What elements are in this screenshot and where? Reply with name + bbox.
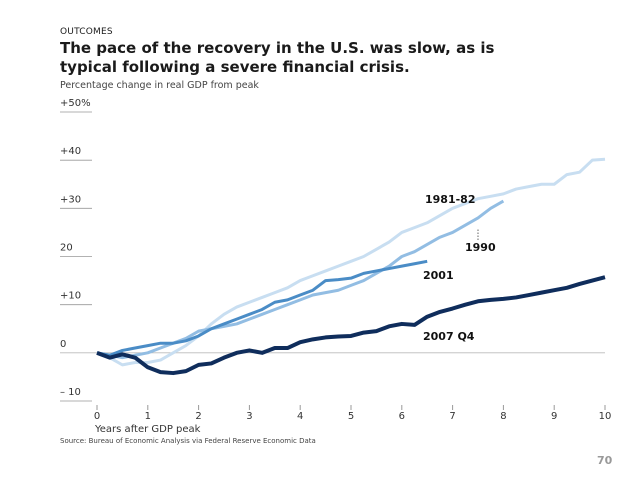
x-tick-label: 0 <box>94 411 100 422</box>
x-tick-label: 3 <box>246 411 252 422</box>
y-tick-label: +40 <box>60 146 81 157</box>
y-tick-label: +50% <box>60 98 91 109</box>
series-label: 1990 <box>465 241 496 254</box>
series-line <box>96 275 606 376</box>
x-tick-label: 8 <box>500 411 506 422</box>
x-tick-label: 4 <box>297 411 303 422</box>
series-line <box>96 157 606 367</box>
chart-title: The pace of the recovery in the U.S. was… <box>60 39 495 76</box>
x-tick-label: 1 <box>145 411 151 422</box>
series-line <box>96 199 505 360</box>
series-label: 2001 <box>423 269 454 282</box>
x-tick-label: 2 <box>195 411 201 422</box>
page-number: 70 <box>597 454 613 467</box>
y-tick-label: +30 <box>60 194 81 205</box>
eyebrow: OUTCOMES <box>60 27 113 37</box>
source: Source: Bureau of Economic Analysis via … <box>60 437 316 445</box>
x-axis-label: Years after GDP peak <box>94 424 201 435</box>
series-line <box>96 259 428 357</box>
series-label: 2007 Q4 <box>423 330 475 343</box>
y-tick-label: – 10 <box>60 387 81 398</box>
x-tick-label: 10 <box>599 411 612 422</box>
y-tick-label: +10 <box>60 291 81 302</box>
y-tick-label: 20 <box>60 243 73 254</box>
x-tick-label: 9 <box>551 411 557 422</box>
y-tick-label: 0 <box>60 339 66 350</box>
subtitle: Percentage change in real GDP from peak <box>60 80 259 91</box>
x-tick-label: 5 <box>348 411 354 422</box>
x-tick-label: 6 <box>399 411 405 422</box>
series-label: 1981-82 <box>425 193 476 206</box>
x-tick-label: 7 <box>449 411 455 422</box>
